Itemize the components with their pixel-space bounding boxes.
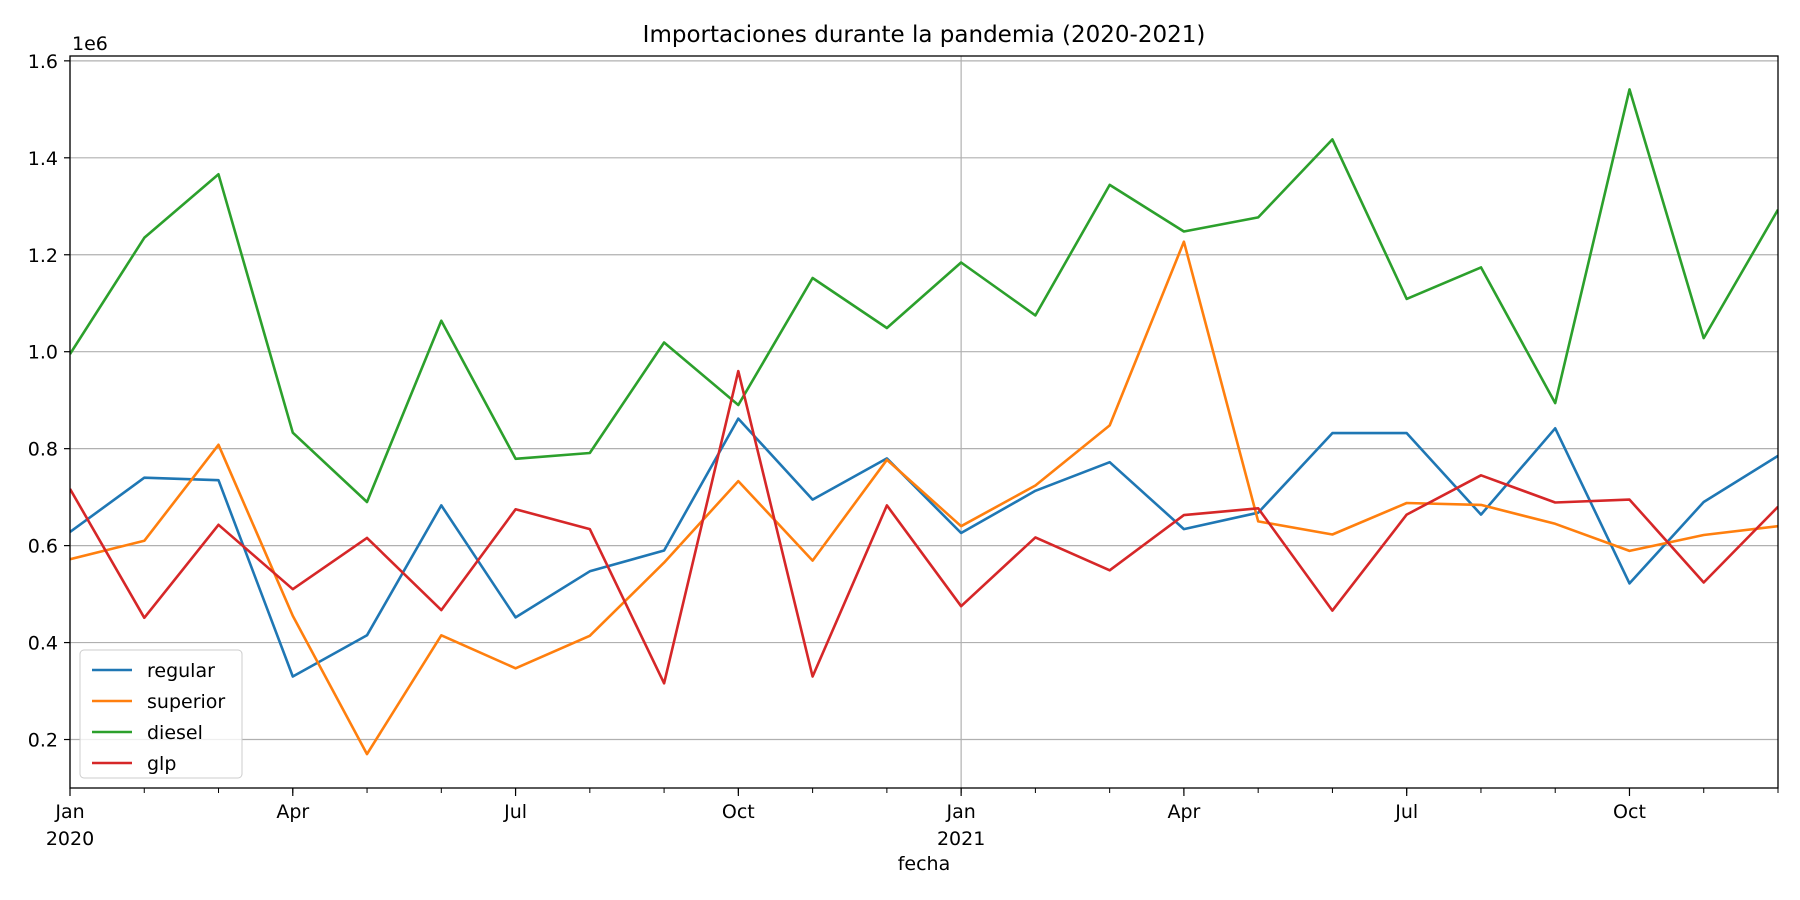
x-tick-label-year: 2020	[46, 828, 94, 850]
y-tick-label: 0.2	[28, 730, 58, 752]
x-axis-label: fecha	[898, 853, 951, 875]
legend-label-regular: regular	[147, 660, 215, 682]
x-tick-label: Jan	[945, 801, 975, 823]
axis-layer: 0.2 0.4 0.6 0.8 1.0 1.2 1.4 1.6 Jan 2020 Apr Jul Oct…	[28, 51, 1779, 850]
x-tick-label: Jul	[1394, 801, 1418, 823]
series-line-regular	[70, 417, 1778, 678]
x-tick-label: Jul	[503, 801, 527, 823]
x-tick-label: Oct	[1613, 801, 1646, 823]
x-tick-label: Oct	[722, 801, 755, 823]
series-layer	[70, 88, 1778, 756]
legend-label-superior: superior	[147, 691, 225, 713]
series-line-glp	[70, 369, 1778, 685]
y-tick-label: 0.4	[28, 633, 58, 655]
x-tick-label: Jan	[54, 801, 84, 823]
plot-frame	[69, 55, 1779, 789]
series-line-diesel	[70, 88, 1778, 504]
legend-label-diesel: diesel	[147, 722, 203, 744]
legend: regular superior diesel glp	[79, 649, 243, 779]
x-tick-label: Apr	[276, 801, 309, 823]
y-tick-label: 1.0	[28, 342, 58, 364]
y-tick-label: 1.2	[28, 245, 58, 267]
y-tick-label: 0.6	[28, 536, 58, 558]
legend-label-glp: glp	[147, 753, 176, 775]
legend-box	[79, 649, 243, 779]
legend-items: regular superior diesel glp	[92, 660, 225, 775]
y-tick-label: 1.6	[28, 51, 58, 73]
y-axis-offset-label: 1e6	[72, 33, 108, 55]
y-tick-label: 0.8	[28, 439, 58, 461]
chart-title: Importaciones durante la pandemia (2020-…	[643, 22, 1206, 48]
x-tick-label: Apr	[1167, 801, 1200, 823]
y-tick-label: 1.4	[28, 148, 58, 170]
series-line-superior	[70, 240, 1778, 756]
x-tick-label-year: 2021	[937, 828, 985, 850]
